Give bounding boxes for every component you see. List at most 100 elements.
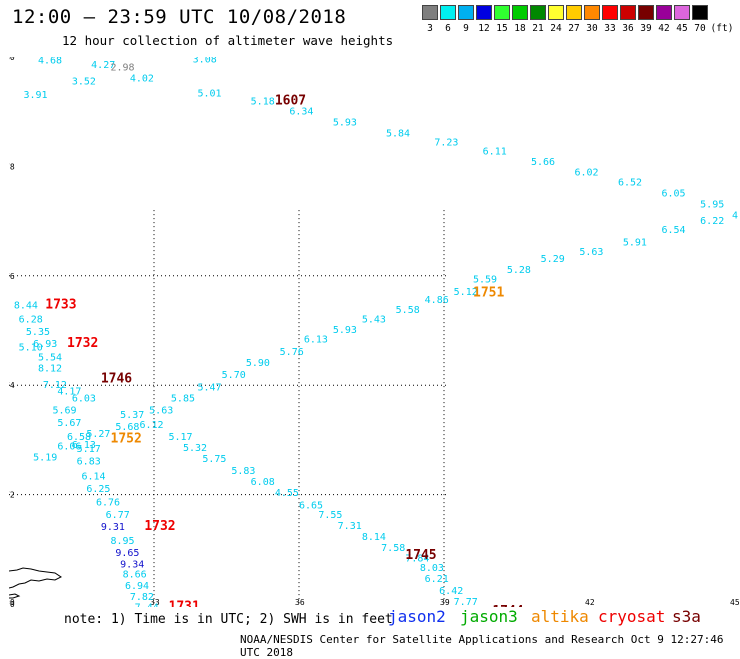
lat-label: 78 [9,162,15,171]
wave-height-value: 5.83 [231,466,255,477]
wave-height-value: 6.14 [82,471,106,482]
wave-height-value: 6.76 [96,498,120,509]
pass-time-label: 1607 [275,94,306,109]
legend-swatch [620,5,636,20]
wave-height-value: 3.52 [72,76,96,87]
legend-swatch [494,5,510,20]
wave-height-value: 6.52 [618,178,642,189]
wave-height-value: 5.85 [171,394,195,405]
wave-height-value: 6.25 [86,484,110,495]
satellite-label-s3a: s3a [672,607,701,626]
coastline [9,568,61,588]
wave-height-value: 6.22 [700,216,724,227]
wave-height-value: 7.12 [43,380,67,391]
pass-time-label: 1732 [67,336,98,351]
legend-swatch [638,5,654,20]
wave-height-value: 5.35 [26,327,50,338]
wave-height-value: 5.90 [246,358,270,369]
pass-time-label: 1752 [111,432,142,447]
wave-height-value: 3.91 [24,90,48,101]
lon-label: 45 [730,598,740,607]
wave-height-value: 7.58 [381,543,405,554]
wave-height-value: 5.95 [700,199,724,210]
wave-height-value: 5.59 [473,274,497,285]
wave-height-value: 5.63 [579,247,603,258]
wave-height-value: 4.02 [130,74,154,85]
wave-height-value: 5.76 [280,347,304,358]
wave-height-value: 5.84 [386,128,410,139]
legend-unit: (ft) [709,23,735,34]
page-title: 12:00 – 23:59 UTC 10/08/2018 [12,6,346,28]
wave-height-value: 6.06 [57,442,81,453]
credit-line: NOAA/NESDIS Center for Satellite Applica… [240,633,740,659]
lat-label: 72 [9,491,15,500]
wave-height-value: 5.54 [38,353,62,364]
wave-height-value: 6.11 [483,146,507,157]
wave-height-value: 8.95 [111,536,135,547]
pass-time-label: 1745 [405,548,436,563]
wave-height-value: 8.44 [14,301,38,312]
wave-height-value: 5.18 [251,97,275,108]
satellite-label-jason2: jason2 [388,607,446,626]
wave-height-value: 8.14 [362,532,386,543]
wave-height-value: 4.68 [38,57,62,67]
lat-label: 76 [9,272,15,281]
legend-swatch [548,5,564,20]
wave-height-value: 6.83 [77,457,101,468]
wave-height-value: 9.31 [101,522,125,533]
lat-label: 74 [9,381,15,390]
wave-height-value: 5.70 [222,370,246,381]
legend-swatch [692,5,708,20]
wave-height-value: 6.77 [106,510,130,521]
wave-height-value: 5.17 [169,432,193,443]
legend-swatch [656,5,672,20]
legend-swatch [512,5,528,20]
legend-swatch [530,5,546,20]
wave-height-value: 5.32 [183,443,207,454]
lon-label: 36 [295,598,305,607]
satellite-label-cryosat: cryosat [598,607,665,626]
wave-height-value: 6.02 [575,168,599,179]
wave-height-value: 6.08 [251,477,275,488]
wave-height-value: 5.47 [198,383,222,394]
legend-swatch [476,5,492,20]
wave-height-value: 6.12 [140,420,164,431]
legend-label: 70 [689,23,711,34]
wave-height-value: 6.05 [662,188,686,199]
wave-height-value: 5.93 [333,325,357,336]
wave-height-value: 8.12 [38,364,62,375]
wave-height-value: 7.55 [318,510,342,521]
wave-height-value: 7.23 [434,138,458,149]
legend-swatch [440,5,456,20]
wave-height-value: 7.77 [454,597,478,607]
lat-label: 80 [9,57,15,62]
satellite-label-altika: altika [531,607,589,626]
satellite-label-jason3: jason3 [460,607,518,626]
wave-height-value: 4.55 [275,488,299,499]
lon-label: 42 [585,598,595,607]
wave-height-value: 8.03 [420,563,444,574]
page-subtitle: 12 hour collection of altimeter wave hei… [62,33,393,48]
wave-height-value: 8.66 [123,570,147,581]
wave-height-value: 9.34 [120,559,144,570]
wave-height-value: 5.93 [333,117,357,128]
wave-height-map: 8078767472703033363942454.683.913.524.27… [9,57,740,607]
wave-height-value: 3.08 [193,57,217,65]
wave-height-value: 5.67 [57,418,81,429]
pass-time-label: 1733 [45,298,76,313]
wave-height-value: 5.75 [202,454,226,465]
pass-time-label: 1731 [169,600,200,607]
wave-height-value: 2.98 [111,63,135,74]
lon-label: 30 [9,598,15,607]
pass-time-label: 1732 [144,519,175,534]
wave-height-value: 7.82 [130,592,154,603]
wave-height-value: 7.44 [135,603,159,607]
pass-time-label: 1746 [101,371,132,386]
legend-swatch [584,5,600,20]
wave-height-value: 5.29 [541,254,565,265]
wave-height-value: 5.69 [53,406,77,417]
legend-swatch [458,5,474,20]
legend-swatch [422,5,438,20]
wave-height-value: 9.65 [115,548,139,559]
